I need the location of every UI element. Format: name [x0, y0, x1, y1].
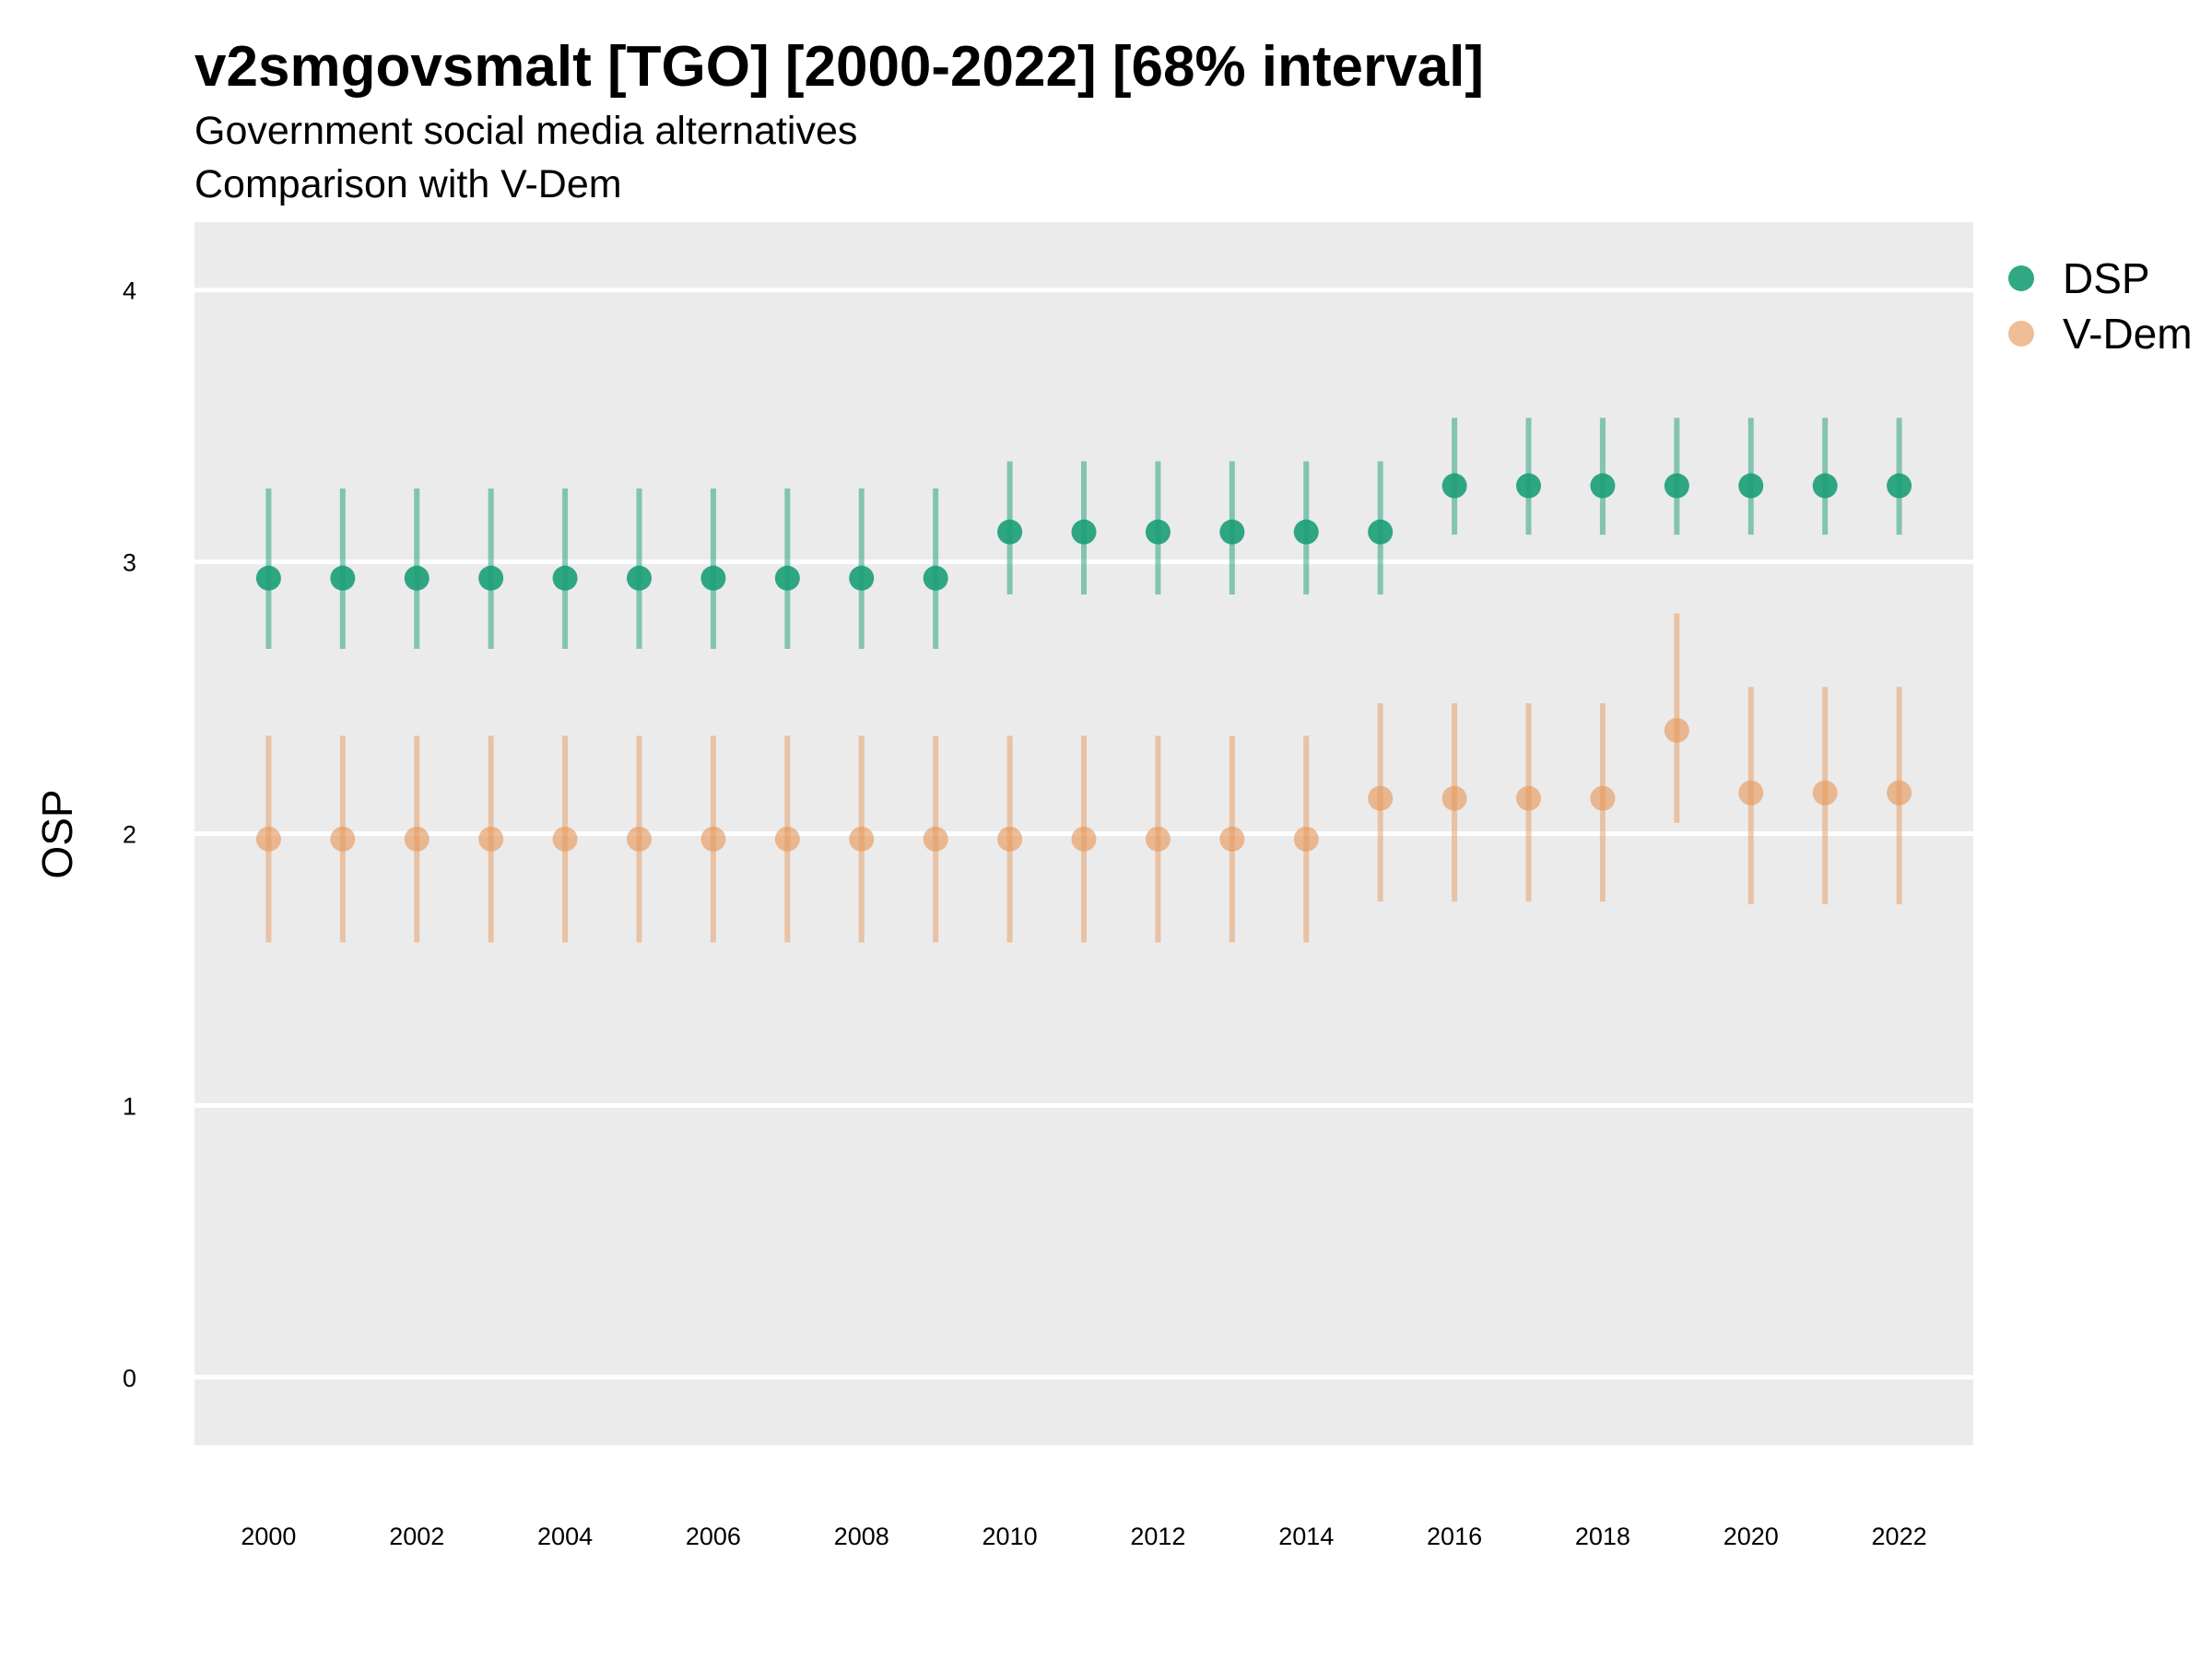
x-axis-ticks: 2000 2002 2004 2006 2008 2010 2012 2014 2016 2018… [241, 1523, 1926, 1550]
x-tick-label: 2002 [389, 1523, 444, 1550]
data-point [1887, 780, 1912, 806]
x-tick-label: 2004 [537, 1523, 593, 1550]
data-point [404, 565, 429, 591]
data-point [552, 826, 578, 852]
x-tick-label: 2010 [982, 1523, 1038, 1550]
data-point [627, 826, 652, 852]
x-tick-label: 2008 [834, 1523, 889, 1550]
data-marks [255, 418, 1912, 943]
y-axis-ticks: 0 1 2 3 4 [123, 277, 136, 1393]
data-point [849, 826, 875, 852]
data-point [1441, 785, 1467, 811]
data-point [774, 565, 800, 591]
y-tick-label: 0 [123, 1364, 136, 1392]
data-point [700, 826, 726, 852]
x-tick-label: 2000 [241, 1523, 296, 1550]
data-point [478, 565, 504, 591]
data-point [1145, 826, 1171, 852]
data-point [255, 826, 281, 852]
data-point [1293, 826, 1319, 852]
data-point [1516, 473, 1541, 499]
y-tick-label: 4 [123, 277, 136, 305]
x-tick-label: 2016 [1427, 1523, 1482, 1550]
x-tick-label: 2012 [1130, 1523, 1185, 1550]
legend: DSP V-Dem [2008, 254, 2193, 358]
data-point [1145, 519, 1171, 545]
data-point [1812, 780, 1838, 806]
series-dsp [255, 418, 1912, 649]
data-point [1516, 785, 1541, 811]
legend-label: DSP [2063, 254, 2150, 302]
data-point [1071, 519, 1097, 545]
x-tick-label: 2020 [1724, 1523, 1779, 1550]
data-point [1219, 519, 1245, 545]
data-point [923, 565, 948, 591]
y-axis-title: OSP [33, 789, 81, 878]
chart-subtitle: Government social media alternatives [194, 109, 857, 153]
legend-swatch [2008, 321, 2034, 347]
chart-subtitle-2: Comparison with V-Dem [194, 162, 622, 206]
data-point [1664, 717, 1689, 743]
x-tick-label: 2014 [1278, 1523, 1334, 1550]
data-point [700, 565, 726, 591]
data-point [1219, 826, 1245, 852]
data-point [1590, 785, 1616, 811]
series-v-dem [255, 613, 1912, 943]
data-point [404, 826, 429, 852]
data-point [1368, 785, 1394, 811]
legend-item: DSP [2008, 254, 2150, 302]
x-tick-label: 2018 [1575, 1523, 1630, 1550]
data-point [1368, 519, 1394, 545]
data-point [1887, 473, 1912, 499]
data-point [330, 826, 356, 852]
data-point [255, 565, 281, 591]
legend-item: V-Dem [2008, 310, 2193, 358]
y-tick-label: 3 [123, 549, 136, 577]
data-point [774, 826, 800, 852]
data-point [1441, 473, 1467, 499]
data-point [478, 826, 504, 852]
y-tick-label: 1 [123, 1092, 136, 1120]
data-point [997, 826, 1023, 852]
data-point [1590, 473, 1616, 499]
data-point [1293, 519, 1319, 545]
chart-title: v2smgovsmalt [TGO] [2000-2022] [68% inte… [194, 35, 1484, 99]
data-point [1071, 826, 1097, 852]
x-tick-label: 2006 [686, 1523, 741, 1550]
y-tick-label: 2 [123, 821, 136, 849]
data-point [923, 826, 948, 852]
data-point [627, 565, 652, 591]
data-point [849, 565, 875, 591]
legend-swatch [2008, 265, 2034, 291]
x-tick-label: 2022 [1872, 1523, 1927, 1550]
data-point [997, 519, 1023, 545]
data-point [330, 565, 356, 591]
data-point [1812, 473, 1838, 499]
data-point [1738, 780, 1764, 806]
data-point [1738, 473, 1764, 499]
legend-label: V-Dem [2063, 310, 2193, 358]
data-point [552, 565, 578, 591]
data-point [1664, 473, 1689, 499]
